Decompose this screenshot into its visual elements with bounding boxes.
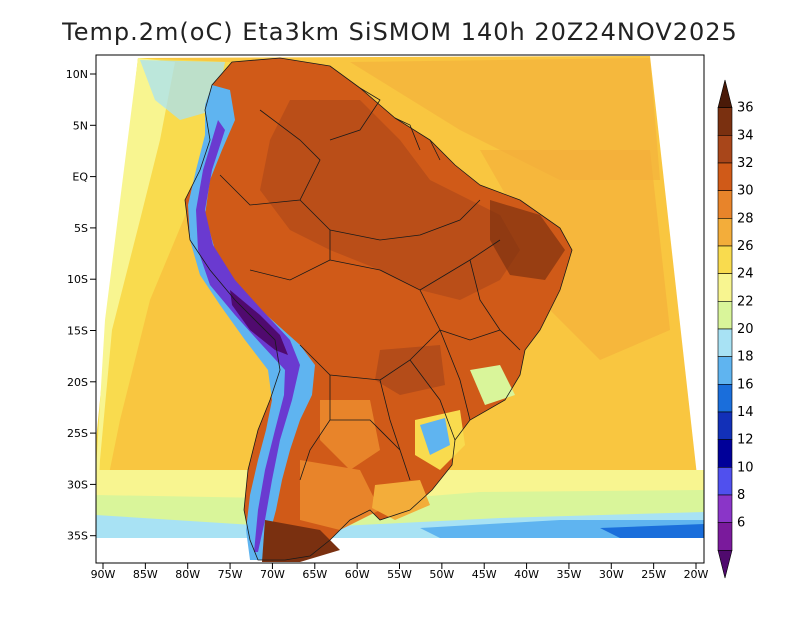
lat-tick-label: EQ bbox=[72, 171, 88, 184]
lon-tick-label: 80W bbox=[175, 568, 200, 581]
country-borders bbox=[184, 57, 573, 561]
colorbar-segment bbox=[717, 522, 733, 551]
amazon-hot-region bbox=[260, 100, 520, 300]
lat-tick-label: 20S bbox=[67, 376, 88, 389]
colorbar-label: 22 bbox=[737, 294, 754, 309]
lon-tick-label: 45W bbox=[472, 568, 497, 581]
lat-tick-label: 30S bbox=[67, 478, 88, 491]
lon-tick-label: 20W bbox=[684, 568, 709, 581]
lat-tick-label: 25S bbox=[67, 427, 88, 440]
lat-tick-label: 10S bbox=[67, 273, 88, 286]
lon-tick-label: 60W bbox=[345, 568, 370, 581]
colorbar-segment bbox=[717, 467, 733, 496]
colorbar-segment bbox=[717, 79, 733, 108]
colorbar-segment bbox=[717, 301, 733, 330]
colorbar-label: 26 bbox=[737, 239, 754, 254]
andes-core-cold bbox=[196, 120, 300, 552]
lon-tick-label: 70W bbox=[260, 568, 285, 581]
southeast-cool bbox=[470, 365, 515, 405]
lat-tick-label: 35S bbox=[67, 530, 88, 543]
longitude-axis: 90W 85W 80W 75W 70W 65W 60W 55W 50W 45W 40W 35W 30W 2… bbox=[91, 563, 709, 581]
lon-tick-label: 35W bbox=[556, 568, 581, 581]
patagonia-hot bbox=[262, 520, 340, 562]
colorbar-label: 12 bbox=[737, 433, 754, 448]
map-title: Temp.2m(oC) Eta3km SiSMOM 140h 20Z24NOV2… bbox=[62, 18, 738, 46]
colorbar-segment bbox=[717, 107, 733, 136]
colorbar-label: 24 bbox=[737, 267, 754, 282]
latitude-axis: 10N 5N EQ 5S 10S 15S 20S 25S 30S 35S bbox=[66, 68, 96, 543]
colorbar-label: 28 bbox=[737, 211, 754, 226]
colorbar-segment bbox=[717, 550, 733, 579]
colorbar-segment bbox=[717, 494, 733, 523]
colorbar-label: 18 bbox=[737, 350, 754, 365]
lon-tick-label: 30W bbox=[599, 568, 624, 581]
colorbar-segment bbox=[717, 384, 733, 413]
colorbar-label: 6 bbox=[737, 516, 745, 531]
lon-tick-label: 50W bbox=[429, 568, 454, 581]
pampas-warm-patch bbox=[300, 460, 380, 530]
atlantic-warm-north bbox=[350, 58, 660, 180]
colorbar-segment bbox=[717, 135, 733, 164]
colorbar-label: 32 bbox=[737, 156, 754, 171]
colorbar-label: 10 bbox=[737, 460, 754, 475]
lon-tick-label: 25W bbox=[641, 568, 666, 581]
lon-tick-label: 55W bbox=[387, 568, 412, 581]
lat-tick-label: 5S bbox=[74, 222, 88, 235]
serra-cold bbox=[420, 418, 450, 455]
colorbar-segment bbox=[717, 273, 733, 302]
colorbar-label: 34 bbox=[737, 128, 754, 143]
colorbar-segment bbox=[717, 190, 733, 219]
colorbar-segment bbox=[717, 356, 733, 385]
chaco-warm-patch bbox=[320, 400, 380, 470]
northeast-hot-region bbox=[490, 200, 565, 280]
central-hot-region bbox=[375, 345, 445, 395]
colorbar-segment bbox=[717, 328, 733, 357]
colorbar-segment bbox=[717, 245, 733, 274]
colorbar-segment bbox=[717, 162, 733, 191]
colorbar-segment bbox=[717, 439, 733, 468]
map-panel bbox=[96, 56, 704, 562]
lon-tick-label: 85W bbox=[133, 568, 158, 581]
pacific-north-cool bbox=[140, 60, 225, 120]
lat-tick-label: 10N bbox=[66, 68, 88, 81]
colorbar-label: 8 bbox=[737, 488, 745, 503]
temperature-colorbar: 36 34 32 30 28 26 24 22 20 18 16 14 12 10 8 6 bbox=[717, 79, 754, 579]
colorbar-label: 16 bbox=[737, 377, 754, 392]
uruguay-warm bbox=[372, 480, 430, 520]
colorbar-label: 30 bbox=[737, 184, 754, 199]
lon-tick-label: 40W bbox=[514, 568, 539, 581]
colorbar-label: 14 bbox=[737, 405, 754, 420]
lat-tick-label: 5N bbox=[73, 119, 88, 132]
atlantic-warm-zone bbox=[480, 150, 670, 360]
colorbar-label: 36 bbox=[737, 101, 754, 116]
colorbar-label: 20 bbox=[737, 322, 754, 337]
lon-tick-label: 75W bbox=[218, 568, 243, 581]
pacific-cold-zone bbox=[96, 58, 175, 538]
south-very-cold bbox=[600, 524, 704, 538]
colorbar-segment bbox=[717, 411, 733, 440]
lon-tick-label: 90W bbox=[91, 568, 116, 581]
lat-tick-label: 15S bbox=[67, 325, 88, 338]
colorbar-segment bbox=[717, 218, 733, 247]
lon-tick-label: 65W bbox=[302, 568, 327, 581]
